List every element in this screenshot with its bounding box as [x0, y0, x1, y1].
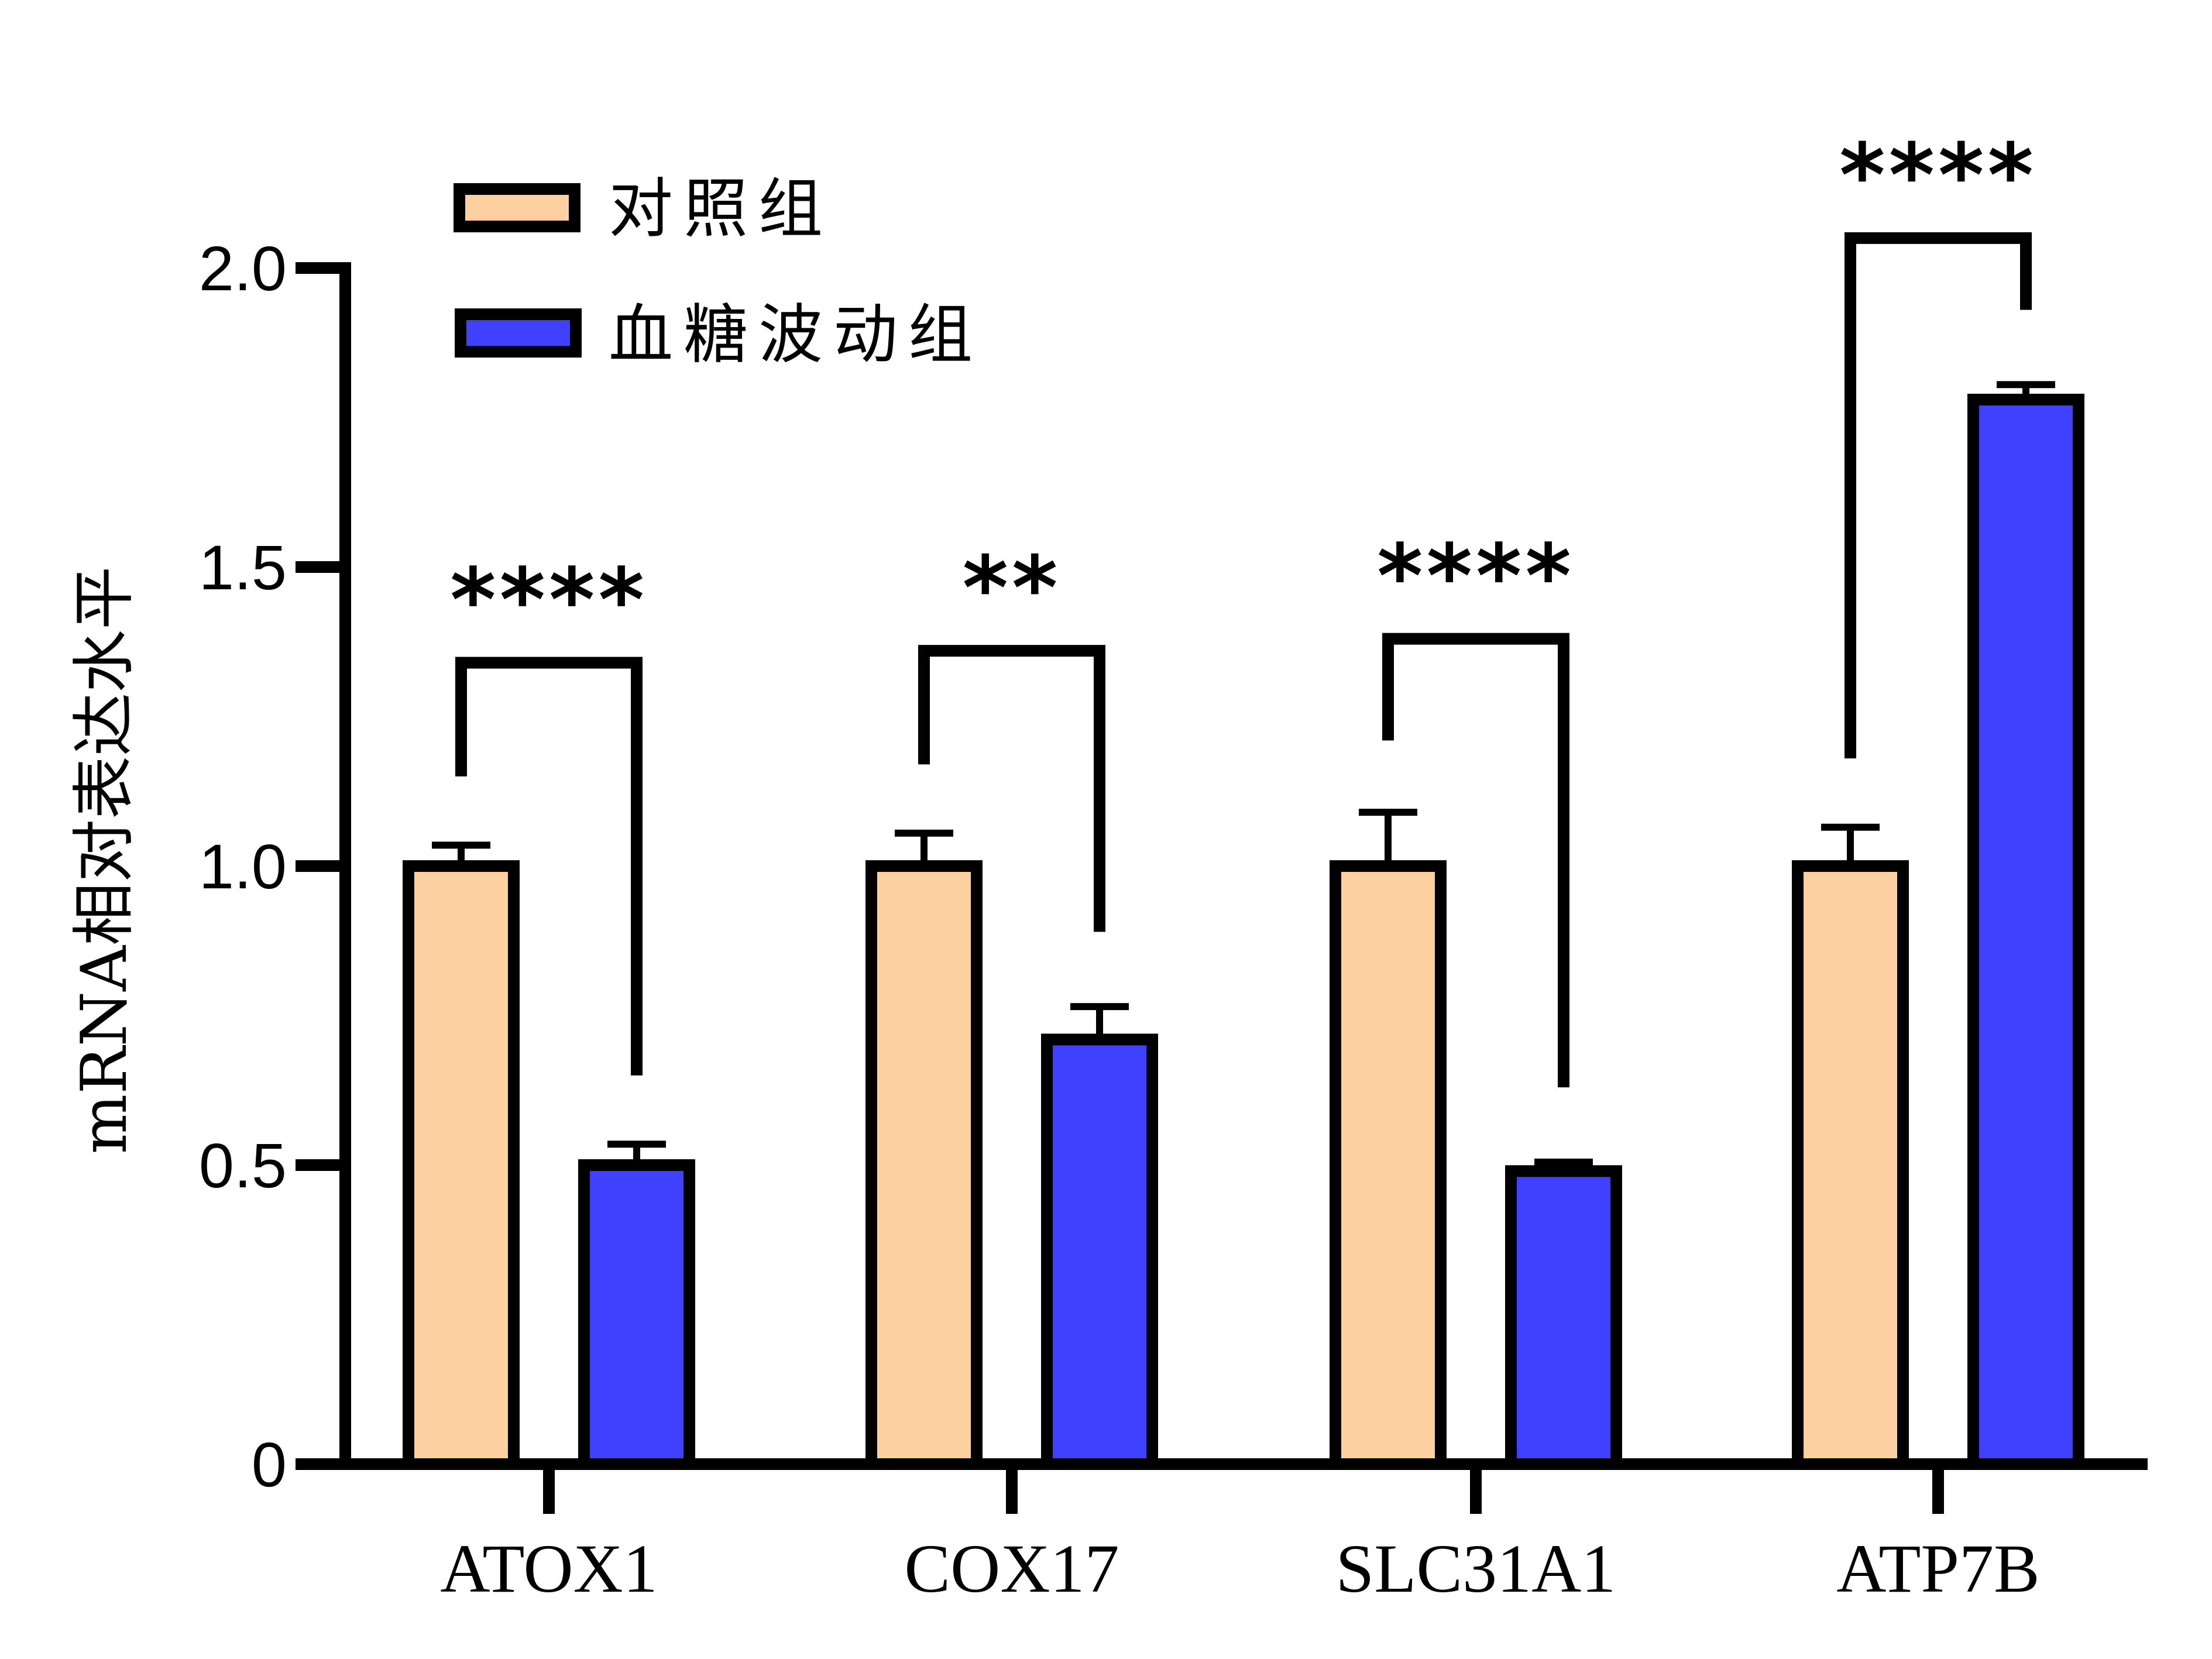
bar-fluctuation-atp7b [1967, 393, 2084, 1471]
legend: 对照组 血糖波动组 [454, 171, 983, 372]
significance-label: **** [1839, 125, 2037, 227]
y-axis-ticks: 0 0.5 1.0 1.5 2.0 [199, 233, 345, 1500]
bar-fluctuation-atox1 [578, 1159, 695, 1470]
significance-bracket [1382, 633, 1569, 1088]
legend-swatch-fluctuation [455, 308, 582, 358]
significance-label: ** [963, 538, 1062, 640]
significance-bracket [918, 645, 1105, 932]
y-axis-label: mRNA相对表达水平 [68, 566, 141, 1154]
legend-label-fluctuation: 血糖波动组 [609, 297, 983, 372]
y-tick-label: 1.0 [199, 831, 287, 902]
axes [297, 262, 2148, 1470]
significance-bracket [455, 657, 643, 1076]
x-tick-label: ATP7B [1836, 1530, 2040, 1607]
x-tick-label: ATOX1 [440, 1530, 658, 1607]
bar-fluctuation-cox17 [1041, 1033, 1158, 1470]
x-tick-label: COX17 [904, 1530, 1119, 1607]
legend-swatch-control [454, 183, 581, 232]
significance-annotations: **** ** ******** [450, 125, 2037, 1088]
y-tick-label: 1.5 [199, 532, 287, 603]
significance-label: **** [450, 550, 648, 652]
significance-bracket [1845, 232, 2032, 759]
y-tick-label: 2.0 [199, 233, 287, 304]
bar-control-atox1 [403, 860, 520, 1470]
significance-label: **** [1377, 526, 1575, 628]
legend-label-control: 对照组 [609, 171, 833, 246]
bar-control-cox17 [865, 860, 983, 1470]
bar-fluctuation-slc31a1 [1505, 1165, 1622, 1470]
bar-control-atp7b [1792, 860, 1909, 1470]
bars [403, 381, 2084, 1471]
x-tick-label: SLC31A1 [1336, 1530, 1616, 1607]
bar-control-slc31a1 [1330, 860, 1447, 1470]
y-tick-label: 0.5 [199, 1130, 287, 1201]
y-tick-label: 0 [252, 1429, 287, 1500]
x-axis-categories: ATOX1 COX17 SLC31A1 ATP7B [440, 1464, 2040, 1607]
